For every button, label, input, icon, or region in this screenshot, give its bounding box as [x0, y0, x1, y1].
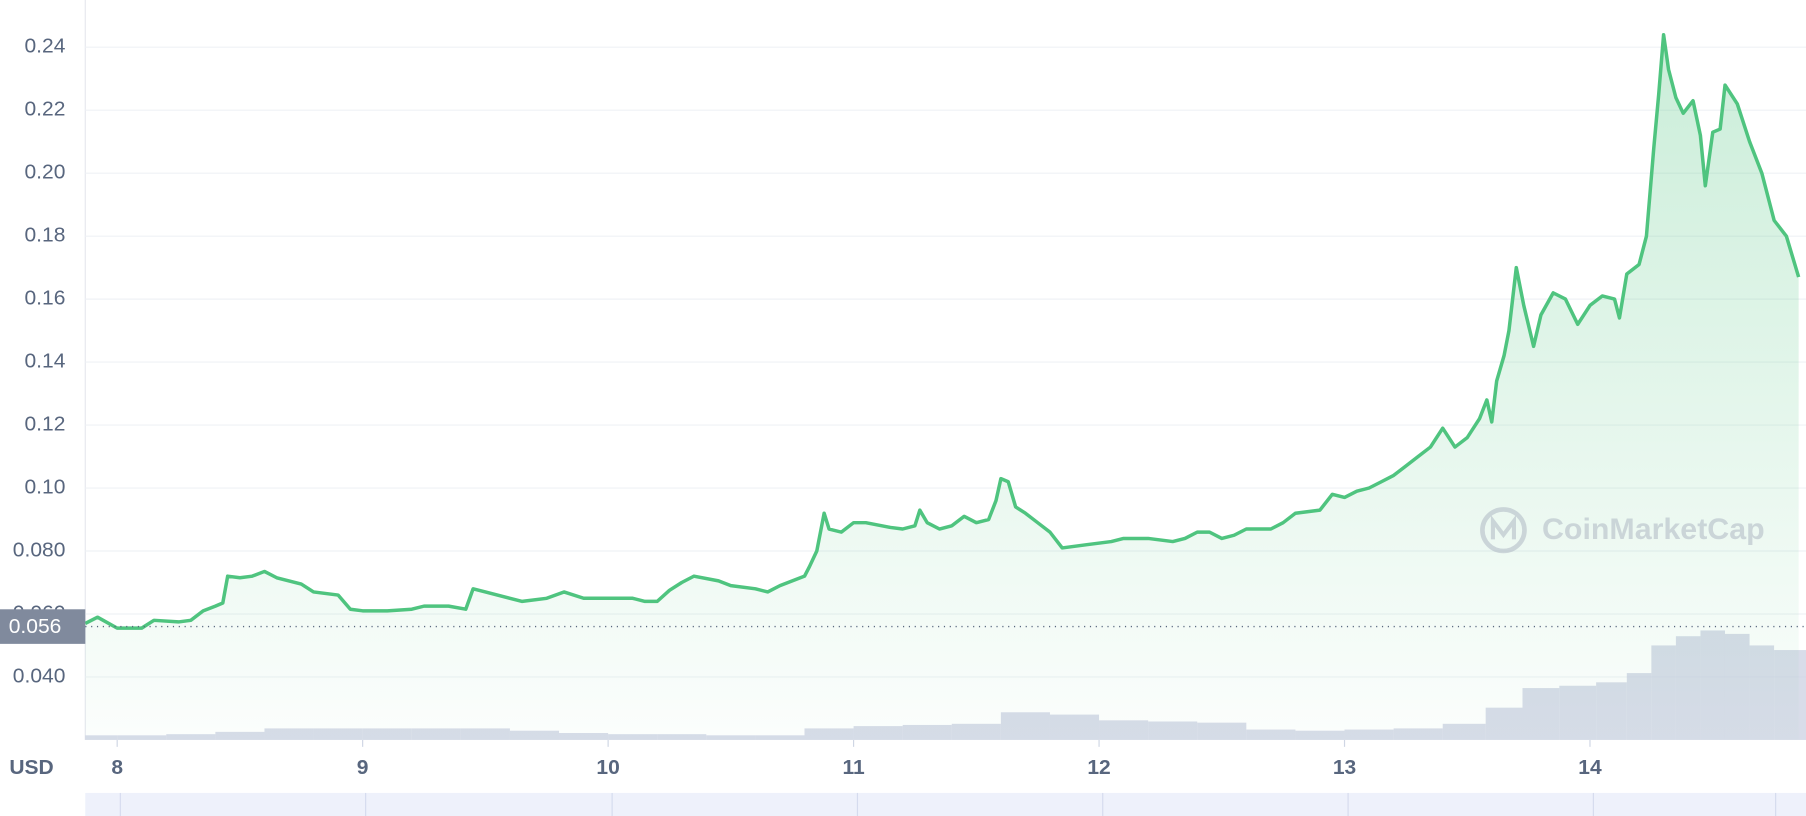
watermark: CoinMarketCap [1480, 507, 1765, 554]
x-tick-label: 8 [111, 756, 123, 779]
price-line [84, 32, 1801, 630]
x-tick-label: 14 [1578, 756, 1602, 779]
y-tick-label: 0.080 [13, 539, 66, 562]
y-tick-label: 0.16 [25, 287, 66, 310]
x-tick-label: 9 [357, 756, 369, 779]
y-tick-label: 0.12 [25, 413, 66, 436]
y-tick-label: 0.22 [25, 98, 66, 121]
watermark-text: CoinMarketCap [1542, 513, 1765, 546]
price-area [85, 34, 1799, 740]
current-price-badge [0, 609, 86, 644]
navigator-dividers [119, 792, 1777, 816]
y-tick-label: 0.10 [25, 476, 66, 499]
y-tick-label: 0.24 [25, 35, 66, 58]
x-tick-label: 13 [1333, 756, 1356, 779]
y-tick-label: 0.18 [25, 224, 66, 247]
y-tick-label: 0.040 [13, 665, 66, 688]
current-price-label: 0.056 [9, 615, 62, 638]
y-tick-label: 0.20 [25, 161, 66, 184]
navigator[interactable] [85, 792, 1806, 816]
y-tick-label: 0.14 [25, 350, 66, 373]
x-tick-label: 10 [596, 756, 619, 779]
currency-label: USD [9, 756, 53, 779]
x-tick-label: 11 [842, 756, 865, 779]
x-tick-label: 12 [1087, 756, 1110, 779]
